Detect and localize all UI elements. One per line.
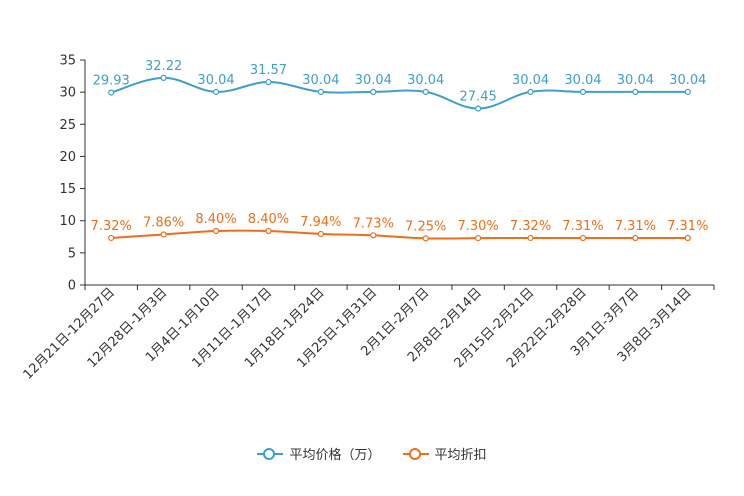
data-label: 7.86%	[143, 215, 184, 230]
data-label: 7.31%	[667, 219, 708, 234]
data-label: 7.32%	[510, 219, 551, 234]
data-point	[475, 105, 482, 112]
y-tick-label: 20	[59, 150, 76, 165]
data-label: 30.04	[512, 73, 549, 88]
data-point	[108, 89, 115, 96]
data-label: 32.22	[145, 59, 182, 74]
data-label: 30.04	[302, 73, 339, 88]
data-point	[527, 88, 534, 95]
data-point	[527, 234, 534, 242]
data-label: 7.31%	[615, 219, 656, 234]
data-point	[108, 234, 115, 242]
y-tick-label: 25	[59, 118, 76, 133]
y-tick-label: 30	[59, 86, 76, 101]
data-label: 30.04	[564, 73, 601, 88]
data-point	[317, 230, 324, 238]
data-label: 7.94%	[300, 215, 341, 230]
data-point	[160, 74, 167, 81]
data-point	[684, 88, 691, 95]
data-point	[684, 234, 691, 242]
data-label: 30.04	[407, 73, 444, 88]
data-point	[265, 78, 272, 86]
data-point	[579, 88, 587, 95]
y-tick-label: 15	[59, 182, 76, 197]
data-label: 8.40%	[195, 212, 236, 227]
data-label: 7.31%	[562, 219, 603, 234]
data-label: 27.45	[460, 90, 497, 105]
data-point	[212, 88, 220, 95]
legend-price-marker-icon	[257, 447, 284, 460]
legend-item-price[interactable]: 平均价格（万）	[257, 444, 381, 463]
data-point	[317, 88, 324, 95]
data-point	[370, 88, 377, 95]
data-label: 31.57	[250, 63, 287, 78]
legend-price-label: 平均价格（万）	[289, 448, 381, 463]
data-point	[632, 88, 639, 95]
data-point	[370, 232, 377, 239]
y-tick-label: 10	[59, 214, 76, 229]
data-point	[475, 234, 482, 242]
data-point	[265, 227, 272, 235]
data-label: 8.40%	[248, 212, 289, 227]
data-label: 29.93	[93, 74, 130, 89]
y-tick-label: 35	[59, 54, 76, 69]
legend-item-discount[interactable]: 平均折扣	[402, 444, 487, 463]
data-label: 30.04	[617, 73, 654, 88]
data-label: 30.04	[197, 73, 234, 88]
x-tick-label: 12月21日-12月27日	[21, 285, 118, 382]
series-line-1	[111, 229, 688, 240]
data-label: 7.25%	[405, 219, 446, 234]
line-chart: 0510152025303512月21日-12月27日12月28日-1月3日1月…	[21, 54, 715, 383]
data-point	[422, 88, 429, 95]
series-line-0	[110, 76, 688, 110]
data-point	[579, 234, 587, 242]
y-tick-label: 5	[68, 246, 76, 261]
data-point	[212, 227, 220, 235]
legend-discount-marker-icon	[402, 447, 429, 460]
data-point	[422, 235, 429, 242]
data-label: 7.30%	[457, 219, 498, 234]
legend: 平均价格（万） 平均折扣	[0, 444, 744, 463]
data-label: 30.04	[355, 73, 392, 88]
y-tick-label: 0	[68, 279, 76, 294]
data-label: 7.73%	[353, 216, 394, 231]
data-point	[160, 231, 167, 238]
data-point	[632, 234, 639, 242]
data-label: 7.32%	[91, 219, 132, 234]
legend-discount-label: 平均折扣	[434, 448, 487, 463]
data-label: 30.04	[669, 73, 706, 88]
